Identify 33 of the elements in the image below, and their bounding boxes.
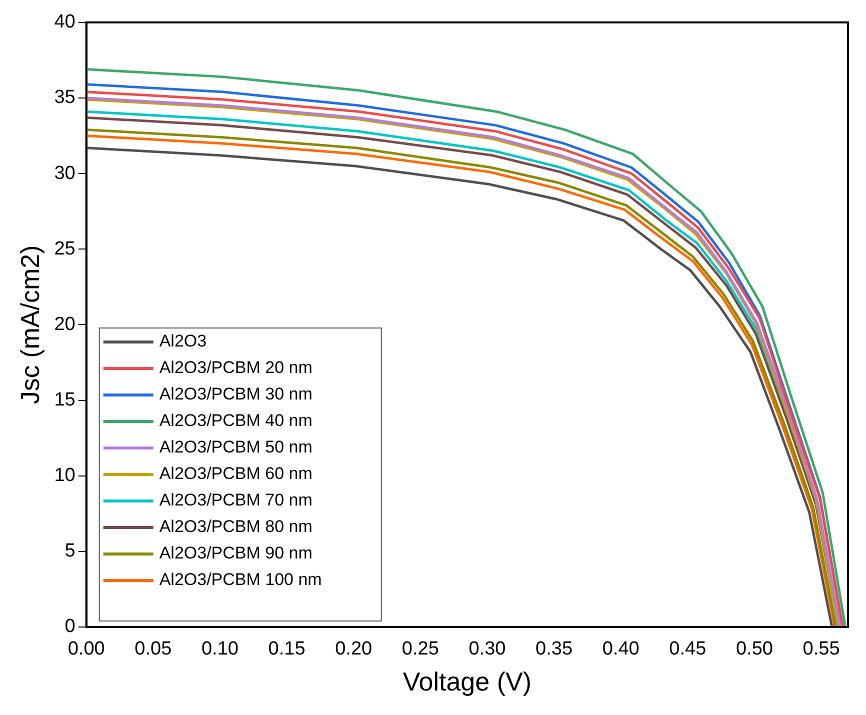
x-tick-label: 0.45	[669, 638, 706, 660]
x-tick-label: 0.20	[335, 638, 372, 660]
x-tick-label: 0.00	[68, 638, 105, 660]
x-tick-label: 0.25	[402, 638, 439, 660]
y-tick-label: 0	[64, 616, 76, 638]
y-tick-label: 40	[54, 12, 76, 33]
x-tick-label: 0.30	[468, 638, 506, 660]
y-tick-label: 30	[54, 162, 76, 184]
legend-label: Al2O3/PCBM 90 nm	[159, 544, 312, 563]
x-tick-label: 0.15	[268, 638, 306, 660]
x-tick-label: 0.10	[201, 638, 238, 660]
legend-label: Al2O3/PCBM 20 nm	[159, 358, 312, 378]
x-tick-label: 0.40	[602, 638, 640, 660]
legend-label: Al2O3/PCBM 70 nm	[159, 490, 312, 510]
legend-label: Al2O3/PCBM 40 nm	[159, 411, 312, 430]
x-tick-label: 0.05	[134, 638, 172, 660]
y-tick-label: 5	[64, 540, 76, 562]
legend-label: Al2O3/PCBM 30 nm	[159, 384, 312, 404]
x-tick-label: 0.50	[736, 638, 773, 660]
y-tick-label: 20	[54, 314, 76, 335]
y-tick-label: 10	[54, 465, 76, 486]
x-axis-title: Voltage (V)	[402, 666, 532, 697]
x-tick-label: 0.35	[536, 638, 573, 660]
legend-label: Al2O3	[159, 332, 207, 351]
x-tick-label: 0.55	[802, 638, 840, 660]
y-axis-title: Jsc (mA/cm2)	[14, 245, 45, 404]
legend-label: Al2O3/PCBM 100 nm	[159, 570, 322, 590]
legend-label: Al2O3/PCBM 50 nm	[159, 438, 312, 457]
y-tick-label: 15	[54, 390, 76, 411]
legend-label: Al2O3/PCBM 60 nm	[159, 464, 312, 484]
y-tick-label: 25	[54, 238, 76, 260]
legend-label: Al2O3/PCBM 80 nm	[159, 517, 312, 536]
y-tick-label: 35	[54, 87, 76, 108]
